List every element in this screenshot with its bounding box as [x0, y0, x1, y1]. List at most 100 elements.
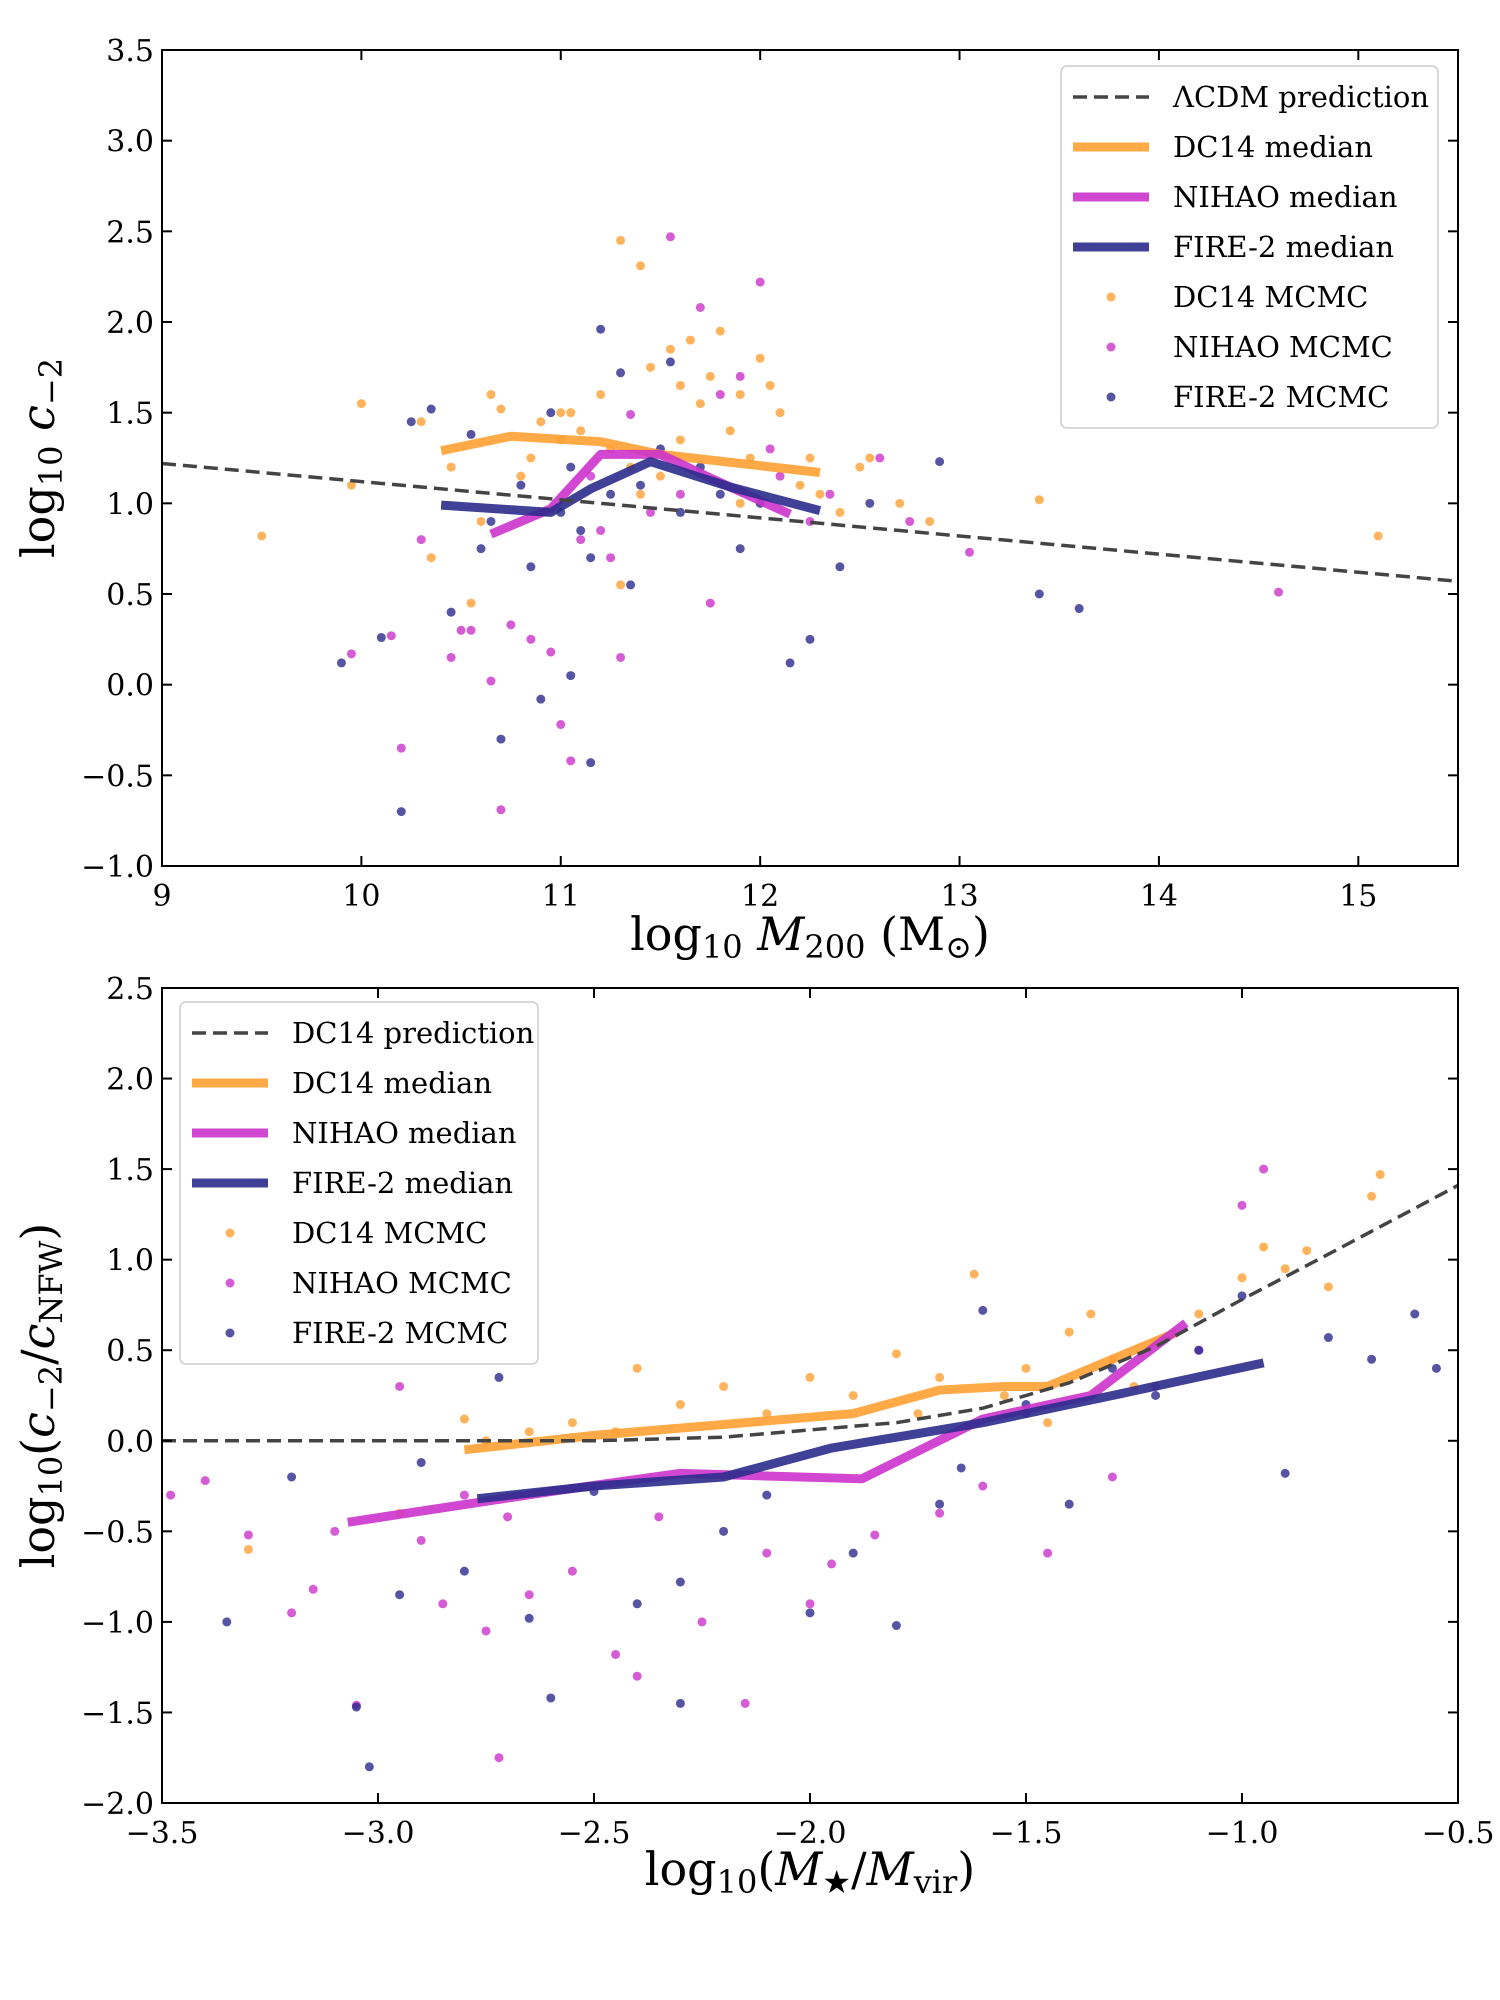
- data-point: [715, 390, 725, 400]
- data-point: [536, 694, 546, 704]
- data-point: [416, 535, 426, 545]
- data-point: [855, 462, 865, 472]
- y-axis-label-part: /: [11, 1349, 65, 1365]
- data-point: [1064, 1327, 1074, 1337]
- data-point: [1043, 1418, 1053, 1428]
- legend-label: NIHAO median: [292, 1116, 517, 1150]
- data-point: [330, 1526, 340, 1536]
- y-axis-label-part: NFW: [32, 1240, 70, 1323]
- data-point: [446, 652, 456, 662]
- data-point: [827, 1559, 837, 1569]
- data-point: [481, 1626, 491, 1636]
- legend-item: DC14 prediction: [192, 1016, 534, 1050]
- x-axis-label-part: log: [630, 907, 702, 961]
- prediction-line: [162, 1183, 1458, 1443]
- data-point: [438, 1599, 448, 1609]
- data-point: [835, 562, 845, 572]
- legend-label: ΛCDM prediction: [1172, 80, 1429, 114]
- data-point: [665, 357, 675, 367]
- data-point: [725, 426, 735, 436]
- data-point: [891, 1349, 901, 1359]
- data-point: [446, 462, 456, 472]
- data-point: [965, 547, 975, 557]
- data-point: [576, 426, 586, 436]
- data-point: [494, 1372, 504, 1382]
- y-tick-label: 2.5: [106, 972, 154, 1007]
- data-point: [476, 516, 486, 526]
- y-tick-label: −1.5: [81, 1696, 154, 1731]
- data-point: [556, 408, 566, 418]
- data-point: [1259, 1242, 1269, 1252]
- data-point: [496, 404, 506, 414]
- plot-area: [162, 1164, 1458, 1772]
- data-point: [596, 324, 606, 334]
- data-point: [486, 516, 496, 526]
- data-point: [1323, 1282, 1333, 1292]
- data-point: [865, 453, 875, 463]
- legend-label: NIHAO median: [1173, 180, 1398, 214]
- data-point: [695, 399, 705, 409]
- x-axis-label-part: ⊙: [945, 928, 972, 966]
- data-point: [1043, 1548, 1053, 1558]
- data-point: [616, 580, 626, 590]
- data-point: [566, 408, 576, 418]
- data-point: [516, 471, 526, 481]
- data-point: [1194, 1345, 1204, 1355]
- data-point: [395, 1590, 405, 1600]
- data-point: [1021, 1363, 1031, 1373]
- data-point: [715, 489, 725, 499]
- data-point: [905, 516, 915, 526]
- data-point: [795, 480, 805, 490]
- data-point: [715, 326, 725, 336]
- data-point: [243, 1530, 253, 1540]
- data-point: [496, 734, 506, 744]
- x-axis-label-part: log: [645, 1842, 717, 1896]
- legend-marker-swatch: [1106, 392, 1116, 402]
- data-point: [762, 1548, 772, 1558]
- y-axis-label-part: ): [11, 1223, 65, 1241]
- data-point: [825, 489, 835, 499]
- data-point: [466, 625, 476, 635]
- data-point: [356, 399, 366, 409]
- data-point: [865, 498, 875, 508]
- x-axis-label-part: M: [774, 1842, 824, 1896]
- data-point: [1237, 1200, 1247, 1210]
- data-point: [685, 335, 695, 345]
- data-point: [536, 417, 546, 427]
- data-point: [848, 1391, 858, 1400]
- data-point: [636, 489, 646, 499]
- x-tick-label: 14: [1140, 879, 1178, 914]
- x-tick-label: −2.0: [774, 1816, 847, 1851]
- data-point: [516, 480, 526, 490]
- data-point: [848, 1548, 858, 1558]
- x-axis-label-part: (M: [865, 907, 945, 961]
- x-axis-label-part: ★: [822, 1863, 851, 1901]
- x-axis-label-part: (: [757, 1842, 775, 1896]
- data-point: [636, 480, 646, 490]
- data-point: [1323, 1333, 1333, 1343]
- legend-item: FIRE-2 median: [192, 1166, 513, 1200]
- data-point: [1410, 1309, 1420, 1319]
- x-tick-label: −1.5: [990, 1816, 1063, 1851]
- legend-item: ΛCDM prediction: [1073, 80, 1429, 114]
- median-line-dc14-median: [463, 1327, 1179, 1455]
- data-point: [567, 1418, 577, 1428]
- legend-item: DC14 MCMC: [1106, 280, 1368, 314]
- data-point: [616, 652, 626, 662]
- data-point: [956, 1463, 966, 1473]
- data-point: [1302, 1246, 1312, 1256]
- legend-item: NIHAO MCMC: [225, 1266, 512, 1300]
- data-point: [1259, 1164, 1269, 1174]
- x-axis-label-part: vir: [913, 1863, 958, 1901]
- data-point: [1074, 604, 1084, 614]
- data-point: [346, 649, 356, 659]
- x-tick-label: 15: [1339, 879, 1377, 914]
- y-tick-label: 0.5: [106, 578, 154, 613]
- data-point: [395, 1381, 405, 1391]
- data-point: [526, 453, 536, 463]
- data-point: [636, 261, 646, 271]
- data-point: [459, 1414, 469, 1424]
- data-point: [466, 598, 476, 608]
- data-point: [566, 671, 576, 681]
- data-point: [496, 805, 506, 815]
